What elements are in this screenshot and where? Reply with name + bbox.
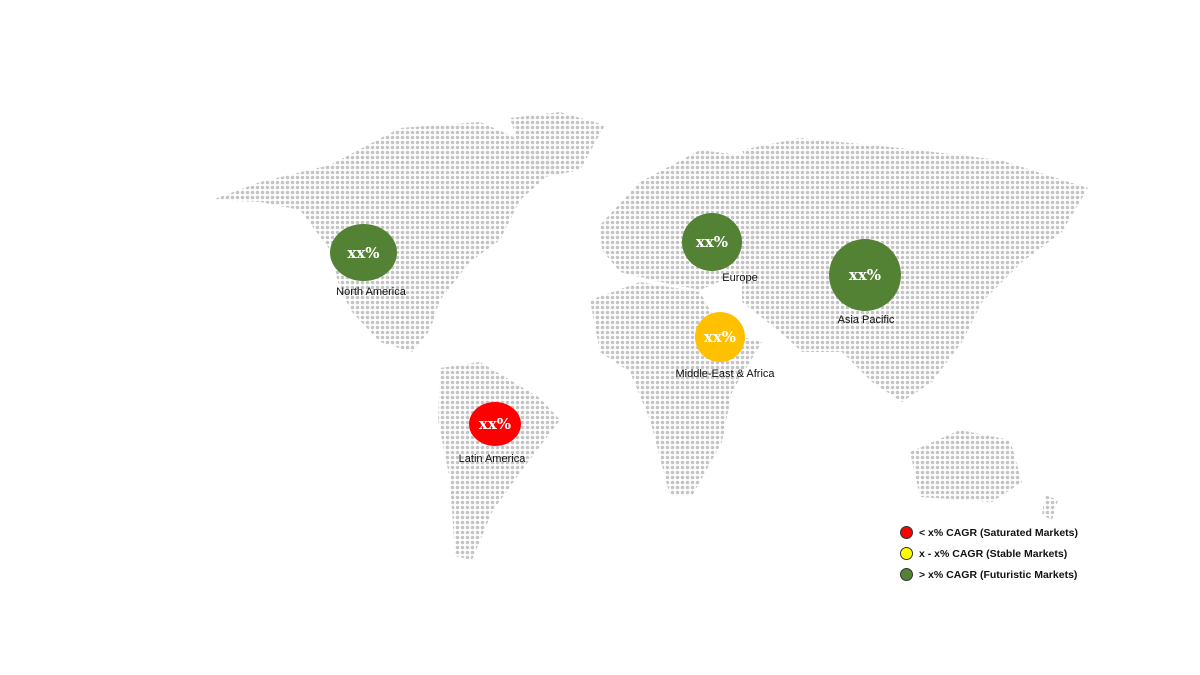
new-zealand-landmass xyxy=(1042,495,1058,520)
legend: < x% CAGR (Saturated Markets) x - x% CAG… xyxy=(900,522,1078,585)
north-america-label: North America xyxy=(336,286,406,298)
middle-east-africa-bubble: xx% xyxy=(695,312,745,362)
latin-america-value: xx% xyxy=(478,415,512,433)
europe-label: Europe xyxy=(722,272,758,284)
asia-pacific-value: xx% xyxy=(848,266,882,284)
yellow-dot-icon xyxy=(900,547,913,560)
legend-label: < x% CAGR (Saturated Markets) xyxy=(919,526,1079,539)
middle-east-africa-value: xx% xyxy=(703,328,737,346)
north-america-bubble: xx% xyxy=(330,224,397,281)
asia-pacific-bubble: xx% xyxy=(829,239,901,311)
green-dot-icon xyxy=(900,568,913,581)
europe-value: xx% xyxy=(695,233,729,251)
greenland-landmass xyxy=(510,112,605,178)
asia-pacific-label: Asia Pacific xyxy=(837,314,895,326)
asia-landmass xyxy=(742,138,1088,402)
legend-item-futuristic: > x% CAGR (Futuristic Markets) xyxy=(900,564,1078,585)
middle-east-africa-label: Middle-East & Africa xyxy=(675,368,775,380)
latin-america-label: Latin America xyxy=(458,453,526,465)
legend-label: x - x% CAGR (Stable Markets) xyxy=(919,547,1068,560)
north-america-value: xx% xyxy=(347,243,380,262)
legend-label: > x% CAGR (Futuristic Markets) xyxy=(919,568,1078,581)
legend-item-stable: x - x% CAGR (Stable Markets) xyxy=(900,543,1078,564)
latin-america-bubble: xx% xyxy=(469,402,521,446)
south-america-landmass xyxy=(438,362,560,560)
australia-landmass xyxy=(910,430,1022,502)
red-dot-icon xyxy=(900,526,913,539)
legend-item-saturated: < x% CAGR (Saturated Markets) xyxy=(900,522,1078,543)
europe-bubble: xx% xyxy=(682,213,742,271)
africa-landmass xyxy=(590,282,762,496)
